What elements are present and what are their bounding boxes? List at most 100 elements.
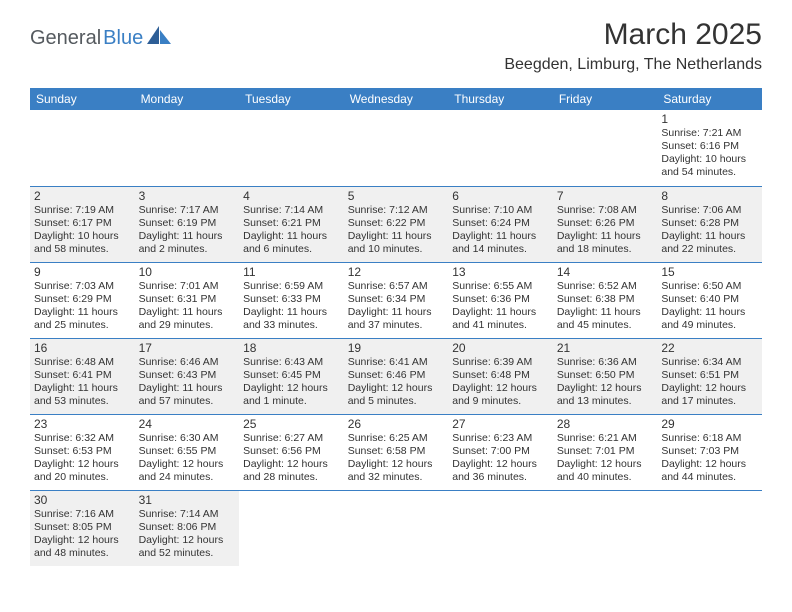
day-info: Sunrise: 6:57 AMSunset: 6:34 PMDaylight:… — [348, 280, 445, 333]
day-number: 22 — [661, 341, 758, 355]
info-line: Daylight: 11 hours and 6 minutes. — [243, 230, 340, 256]
day-number: 18 — [243, 341, 340, 355]
day-info: Sunrise: 7:14 AMSunset: 8:06 PMDaylight:… — [139, 508, 236, 561]
day-info: Sunrise: 7:14 AMSunset: 6:21 PMDaylight:… — [243, 204, 340, 257]
day-number: 20 — [452, 341, 549, 355]
info-line: Sunrise: 7:19 AM — [34, 204, 131, 217]
info-line: Daylight: 11 hours and 37 minutes. — [348, 306, 445, 332]
calendar-row: 23Sunrise: 6:32 AMSunset: 6:53 PMDayligh… — [30, 414, 762, 490]
info-line: Sunset: 6:46 PM — [348, 369, 445, 382]
day-number: 4 — [243, 189, 340, 203]
day-info: Sunrise: 6:39 AMSunset: 6:48 PMDaylight:… — [452, 356, 549, 409]
calendar-row: 1Sunrise: 7:21 AMSunset: 6:16 PMDaylight… — [30, 110, 762, 186]
info-line: Sunrise: 6:52 AM — [557, 280, 654, 293]
info-line: Daylight: 11 hours and 45 minutes. — [557, 306, 654, 332]
day-number: 21 — [557, 341, 654, 355]
info-line: Sunset: 6:31 PM — [139, 293, 236, 306]
info-line: Sunrise: 6:34 AM — [661, 356, 758, 369]
day-info: Sunrise: 7:12 AMSunset: 6:22 PMDaylight:… — [348, 204, 445, 257]
day-number: 17 — [139, 341, 236, 355]
empty-cell — [135, 110, 240, 186]
day-number: 12 — [348, 265, 445, 279]
info-line: Sunrise: 7:14 AM — [139, 508, 236, 521]
day-cell: 4Sunrise: 7:14 AMSunset: 6:21 PMDaylight… — [239, 186, 344, 262]
empty-cell — [30, 110, 135, 186]
info-line: Daylight: 12 hours and 9 minutes. — [452, 382, 549, 408]
day-cell: 20Sunrise: 6:39 AMSunset: 6:48 PMDayligh… — [448, 338, 553, 414]
day-info: Sunrise: 6:32 AMSunset: 6:53 PMDaylight:… — [34, 432, 131, 485]
info-line: Sunrise: 6:43 AM — [243, 356, 340, 369]
day-number: 26 — [348, 417, 445, 431]
day-info: Sunrise: 6:34 AMSunset: 6:51 PMDaylight:… — [661, 356, 758, 409]
calendar-row: 2Sunrise: 7:19 AMSunset: 6:17 PMDaylight… — [30, 186, 762, 262]
info-line: Daylight: 10 hours and 58 minutes. — [34, 230, 131, 256]
info-line: Daylight: 10 hours and 54 minutes. — [661, 153, 758, 179]
empty-cell — [553, 490, 658, 566]
day-number: 1 — [661, 112, 758, 126]
info-line: Daylight: 12 hours and 48 minutes. — [34, 534, 131, 560]
weekday-header: Wednesday — [344, 88, 449, 110]
day-info: Sunrise: 7:17 AMSunset: 6:19 PMDaylight:… — [139, 204, 236, 257]
day-cell: 8Sunrise: 7:06 AMSunset: 6:28 PMDaylight… — [657, 186, 762, 262]
title-block: March 2025 Beegden, Limburg, The Netherl… — [504, 18, 762, 74]
info-line: Daylight: 11 hours and 25 minutes. — [34, 306, 131, 332]
calendar-body: 1Sunrise: 7:21 AMSunset: 6:16 PMDaylight… — [30, 110, 762, 566]
calendar-table: SundayMondayTuesdayWednesdayThursdayFrid… — [30, 88, 762, 566]
info-line: Sunset: 6:33 PM — [243, 293, 340, 306]
day-cell: 21Sunrise: 6:36 AMSunset: 6:50 PMDayligh… — [553, 338, 658, 414]
info-line: Daylight: 12 hours and 17 minutes. — [661, 382, 758, 408]
weekday-header-row: SundayMondayTuesdayWednesdayThursdayFrid… — [30, 88, 762, 110]
info-line: Daylight: 11 hours and 29 minutes. — [139, 306, 236, 332]
day-info: Sunrise: 6:43 AMSunset: 6:45 PMDaylight:… — [243, 356, 340, 409]
day-number: 2 — [34, 189, 131, 203]
info-line: Daylight: 11 hours and 22 minutes. — [661, 230, 758, 256]
day-cell: 13Sunrise: 6:55 AMSunset: 6:36 PMDayligh… — [448, 262, 553, 338]
day-number: 6 — [452, 189, 549, 203]
day-number: 24 — [139, 417, 236, 431]
weekday-header: Sunday — [30, 88, 135, 110]
day-number: 5 — [348, 189, 445, 203]
info-line: Daylight: 11 hours and 10 minutes. — [348, 230, 445, 256]
day-info: Sunrise: 6:27 AMSunset: 6:56 PMDaylight:… — [243, 432, 340, 485]
info-line: Sunset: 6:21 PM — [243, 217, 340, 230]
info-line: Daylight: 12 hours and 1 minute. — [243, 382, 340, 408]
info-line: Daylight: 12 hours and 52 minutes. — [139, 534, 236, 560]
day-cell: 17Sunrise: 6:46 AMSunset: 6:43 PMDayligh… — [135, 338, 240, 414]
day-info: Sunrise: 6:41 AMSunset: 6:46 PMDaylight:… — [348, 356, 445, 409]
info-line: Daylight: 12 hours and 36 minutes. — [452, 458, 549, 484]
day-info: Sunrise: 6:30 AMSunset: 6:55 PMDaylight:… — [139, 432, 236, 485]
info-line: Daylight: 12 hours and 28 minutes. — [243, 458, 340, 484]
day-number: 23 — [34, 417, 131, 431]
day-cell: 7Sunrise: 7:08 AMSunset: 6:26 PMDaylight… — [553, 186, 658, 262]
day-cell: 31Sunrise: 7:14 AMSunset: 8:06 PMDayligh… — [135, 490, 240, 566]
weekday-header: Thursday — [448, 88, 553, 110]
day-cell: 16Sunrise: 6:48 AMSunset: 6:41 PMDayligh… — [30, 338, 135, 414]
info-line: Sunrise: 6:30 AM — [139, 432, 236, 445]
info-line: Sunset: 6:29 PM — [34, 293, 131, 306]
info-line: Sunset: 6:34 PM — [348, 293, 445, 306]
info-line: Sunrise: 6:59 AM — [243, 280, 340, 293]
day-number: 14 — [557, 265, 654, 279]
info-line: Sunset: 7:01 PM — [557, 445, 654, 458]
weekday-header: Tuesday — [239, 88, 344, 110]
day-info: Sunrise: 6:36 AMSunset: 6:50 PMDaylight:… — [557, 356, 654, 409]
info-line: Sunset: 7:00 PM — [452, 445, 549, 458]
day-number: 9 — [34, 265, 131, 279]
info-line: Sunrise: 6:18 AM — [661, 432, 758, 445]
info-line: Sunset: 6:48 PM — [452, 369, 549, 382]
calendar-row: 16Sunrise: 6:48 AMSunset: 6:41 PMDayligh… — [30, 338, 762, 414]
info-line: Sunrise: 6:36 AM — [557, 356, 654, 369]
info-line: Daylight: 11 hours and 33 minutes. — [243, 306, 340, 332]
day-cell: 23Sunrise: 6:32 AMSunset: 6:53 PMDayligh… — [30, 414, 135, 490]
info-line: Sunset: 6:56 PM — [243, 445, 340, 458]
day-number: 30 — [34, 493, 131, 507]
day-info: Sunrise: 7:10 AMSunset: 6:24 PMDaylight:… — [452, 204, 549, 257]
day-cell: 18Sunrise: 6:43 AMSunset: 6:45 PMDayligh… — [239, 338, 344, 414]
info-line: Sunrise: 6:41 AM — [348, 356, 445, 369]
location: Beegden, Limburg, The Netherlands — [504, 56, 762, 74]
day-cell: 12Sunrise: 6:57 AMSunset: 6:34 PMDayligh… — [344, 262, 449, 338]
info-line: Sunset: 6:40 PM — [661, 293, 758, 306]
day-info: Sunrise: 7:08 AMSunset: 6:26 PMDaylight:… — [557, 204, 654, 257]
day-number: 19 — [348, 341, 445, 355]
day-cell: 6Sunrise: 7:10 AMSunset: 6:24 PMDaylight… — [448, 186, 553, 262]
